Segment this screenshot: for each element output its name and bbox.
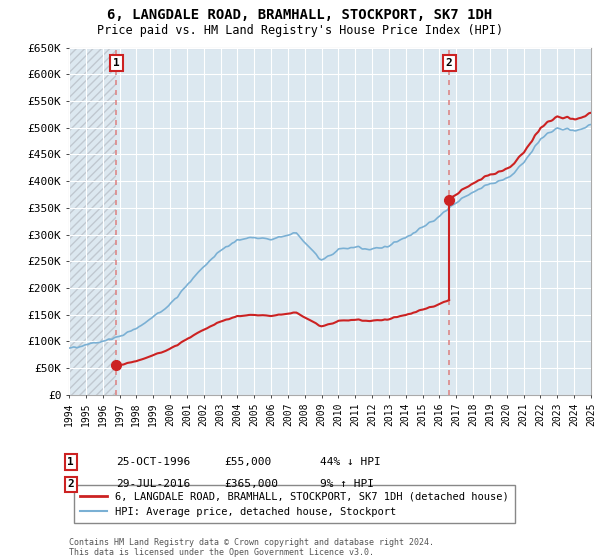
Bar [69, 48, 116, 395]
Text: Price paid vs. HM Land Registry's House Price Index (HPI): Price paid vs. HM Land Registry's House … [97, 24, 503, 36]
Text: 2: 2 [67, 479, 74, 489]
6, LANGDALE ROAD, BRAMHALL, STOCKPORT, SK7 1DH (detached house) [469, 180, 476, 187]
6, LANGDALE ROAD, BRAMHALL, STOCKPORT, SK7 1DH (detached house) [455, 189, 463, 196]
Text: £55,000: £55,000 [224, 457, 271, 467]
Bar [591, 48, 599, 395]
Line: 6, LANGDALE ROAD, BRAMHALL, STOCKPORT, SK7 1DH (detached house): 6, LANGDALE ROAD, BRAMHALL, STOCKPORT, S… [449, 113, 591, 199]
6, LANGDALE ROAD, BRAMHALL, STOCKPORT, SK7 1DH (detached house) [536, 125, 544, 132]
Text: 9% ↑ HPI: 9% ↑ HPI [320, 479, 374, 489]
Text: 1: 1 [113, 58, 120, 68]
HPI: Average price, detached house, Stockport: (2.01e+03, 2.76e+05): Average price, detached house, Stockport… [350, 244, 358, 251]
Text: 44% ↓ HPI: 44% ↓ HPI [320, 457, 380, 467]
HPI: Average price, detached house, Stockport: (1.99e+03, 8.75e+04): Average price, detached house, Stockport… [65, 345, 73, 352]
HPI: Average price, detached house, Stockport: (2e+03, 1.52e+05): Average price, detached house, Stockport… [154, 310, 161, 317]
HPI: Average price, detached house, Stockport: (2e+03, 1.27e+05): Average price, detached house, Stockport… [134, 324, 142, 330]
Line: HPI: Average price, detached house, Stockport: HPI: Average price, detached house, Stoc… [69, 124, 591, 348]
Text: £365,000: £365,000 [224, 479, 278, 489]
HPI: Average price, detached house, Stockport: (2.01e+03, 3.03e+05): Average price, detached house, Stockport… [292, 230, 299, 236]
Text: 2: 2 [446, 58, 452, 68]
HPI: Average price, detached house, Stockport: (2.01e+03, 2.74e+05): Average price, detached house, Stockport… [340, 245, 347, 251]
Text: 1: 1 [67, 457, 74, 467]
Text: Contains HM Land Registry data © Crown copyright and database right 2024.
This d: Contains HM Land Registry data © Crown c… [69, 538, 434, 557]
6, LANGDALE ROAD, BRAMHALL, STOCKPORT, SK7 1DH (detached house) [550, 116, 557, 123]
6, LANGDALE ROAD, BRAMHALL, STOCKPORT, SK7 1DH (detached house) [446, 196, 453, 203]
6, LANGDALE ROAD, BRAMHALL, STOCKPORT, SK7 1DH (detached house) [587, 109, 595, 116]
HPI: Average price, detached house, Stockport: (2e+03, 2.92e+05): Average price, detached house, Stockport… [241, 235, 248, 242]
6, LANGDALE ROAD, BRAMHALL, STOCKPORT, SK7 1DH (detached house) [552, 114, 559, 121]
HPI: Average price, detached house, Stockport: (2.02e+03, 5.06e+05): Average price, detached house, Stockport… [587, 121, 595, 128]
Legend: 6, LANGDALE ROAD, BRAMHALL, STOCKPORT, SK7 1DH (detached house), HPI: Average pr: 6, LANGDALE ROAD, BRAMHALL, STOCKPORT, S… [74, 485, 515, 523]
Text: 6, LANGDALE ROAD, BRAMHALL, STOCKPORT, SK7 1DH: 6, LANGDALE ROAD, BRAMHALL, STOCKPORT, S… [107, 8, 493, 22]
6, LANGDALE ROAD, BRAMHALL, STOCKPORT, SK7 1DH (detached house) [515, 154, 523, 161]
Text: 29-JUL-2016: 29-JUL-2016 [116, 479, 190, 489]
Text: 25-OCT-1996: 25-OCT-1996 [116, 457, 190, 467]
